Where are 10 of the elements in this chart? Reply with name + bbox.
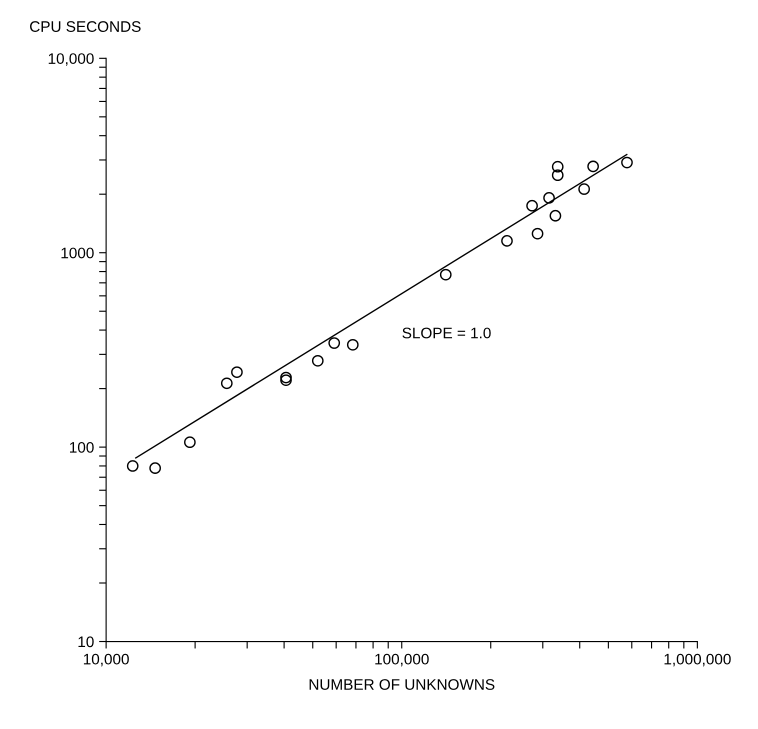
y-tick-label: 10,000 [48, 53, 94, 66]
x-tick-label: 1,000,000 [664, 654, 731, 666]
x-tick-label: 10,000 [84, 654, 129, 666]
y-axis-title: CPU SECONDS [30, 21, 141, 32]
y-tick-label: 10 [78, 636, 94, 648]
y-tick-label: 100 [70, 442, 94, 453]
x-axis-title: NUMBER OF UNKNOWNS [310, 679, 494, 690]
y-tick-label: 1000 [61, 248, 94, 258]
x-tick-label: 100,000 [375, 654, 429, 666]
annotation: SLOPE = 1.0 [402, 328, 491, 338]
